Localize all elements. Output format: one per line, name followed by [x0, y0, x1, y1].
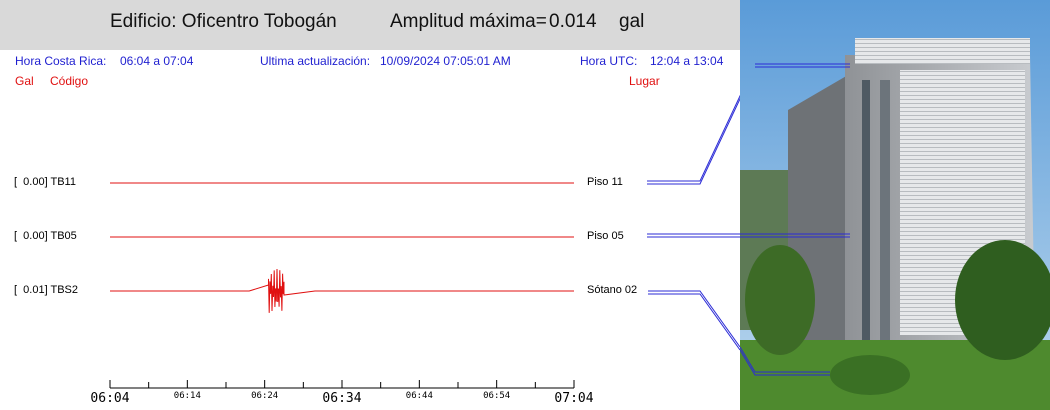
amplitude-value: 0.014	[549, 11, 597, 32]
update-label: Ultima actualización:	[260, 54, 371, 68]
channel-label-tbs2: [ 0.01] TBS2	[14, 284, 79, 296]
trace-tbs2	[110, 268, 574, 313]
place-label-tbs2: Sótano 02	[587, 284, 638, 296]
tree-right	[955, 240, 1050, 360]
traces-group	[110, 182, 574, 313]
header-bar: Edificio: Oficentro Tobogán Amplitud máx…	[0, 0, 740, 50]
x-tick-label: 06:44	[406, 391, 433, 401]
leader-line-0	[647, 63, 740, 182]
amplitude-unit: gal	[619, 11, 645, 32]
cr-time-range: 06:04 a 07:04	[120, 54, 194, 68]
cr-time-label: Hora Costa Rica:	[15, 54, 107, 68]
roof-crown	[855, 38, 1030, 64]
leader-line-0	[647, 66, 740, 185]
window-column-2	[880, 80, 890, 350]
leader-line-photo-2	[740, 346, 830, 373]
leader-lines	[647, 63, 740, 351]
seismogram-plot: 06:04 06:14 06:24 06:34 06:44 06:54 07:04	[90, 63, 740, 406]
channel-label-tb05: [ 0.00] TB05	[14, 230, 77, 242]
gal-column-header: Gal	[15, 74, 34, 88]
leader-line-2	[648, 290, 740, 348]
x-tick-label: 06:14	[174, 391, 201, 401]
amplitude-label: Amplitud máxima=	[390, 11, 547, 32]
tree-left	[745, 245, 815, 355]
x-tick-label: 06:24	[251, 391, 278, 401]
window-column	[862, 80, 870, 350]
place-column-header: Lugar	[629, 74, 660, 88]
place-label-tb05: Piso 05	[587, 230, 624, 242]
building-title: Edificio: Oficentro Tobogán	[110, 11, 337, 32]
utc-time-label: Hora UTC:	[580, 54, 638, 68]
leader-line-photo-2	[740, 349, 830, 376]
leader-line-2	[648, 293, 740, 351]
code-column-header: Código	[50, 74, 89, 88]
time-axis: 06:04 06:14 06:24 06:34 06:44 06:54 07:04	[90, 380, 594, 406]
update-value: 10/09/2024 07:05:01 AM	[380, 54, 511, 68]
utc-time-range: 12:04 a 13:04	[650, 54, 724, 68]
x-tick-label: 06:34	[322, 391, 361, 406]
x-tick-label: 06:54	[483, 391, 510, 401]
x-tick-label: 07:04	[554, 391, 593, 406]
building-photo	[740, 0, 1050, 410]
x-tick-label: 06:04	[90, 391, 129, 406]
place-label-tb11: Piso 11	[587, 176, 623, 188]
channel-label-tb11: [ 0.00] TB11	[14, 176, 76, 188]
shrub	[830, 355, 910, 395]
